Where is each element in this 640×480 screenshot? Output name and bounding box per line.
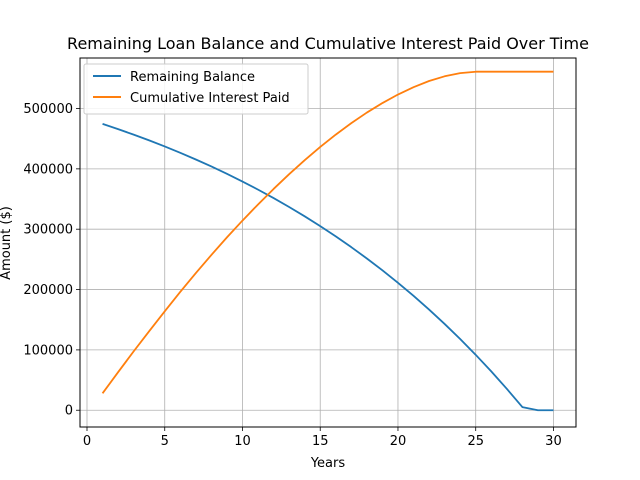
x-tick-label: 20 <box>390 434 407 449</box>
grid-lines <box>80 58 576 427</box>
x-tick-label: 5 <box>161 434 169 449</box>
y-axis-label: Amount ($) <box>0 206 14 280</box>
x-tick-label: 15 <box>312 434 329 449</box>
x-tick-label: 25 <box>467 434 484 449</box>
legend: Remaining Balance Cumulative Interest Pa… <box>83 63 309 115</box>
series-lines <box>101 70 554 412</box>
axis-ticks: 0 5 10 15 20 25 30 0 100000 200000 300000 400000 500… <box>23 102 561 449</box>
x-tick-label: 10 <box>234 434 251 449</box>
y-tick-label: 400000 <box>23 162 73 177</box>
plot-area-frame <box>79 57 577 428</box>
chart-title: Remaining Loan Balance and Cumulative In… <box>67 34 589 53</box>
y-tick-label: 300000 <box>23 223 73 238</box>
y-tick-label: 200000 <box>23 283 73 298</box>
y-tick-label: 0 <box>65 404 73 419</box>
series-line-cumulative-interest-paid <box>101 70 554 394</box>
x-tick-label: 30 <box>545 434 562 449</box>
y-tick-label: 100000 <box>23 343 73 358</box>
legend-label-cumulative-interest: Cumulative Interest Paid <box>130 91 290 106</box>
x-axis-label: Years <box>310 456 346 471</box>
series-line-remaining-balance <box>102 123 554 412</box>
y-tick-label: 500000 <box>23 102 73 117</box>
legend-box <box>83 63 309 115</box>
legend-label-remaining-balance: Remaining Balance <box>130 70 255 85</box>
x-tick-label: 0 <box>83 434 91 449</box>
